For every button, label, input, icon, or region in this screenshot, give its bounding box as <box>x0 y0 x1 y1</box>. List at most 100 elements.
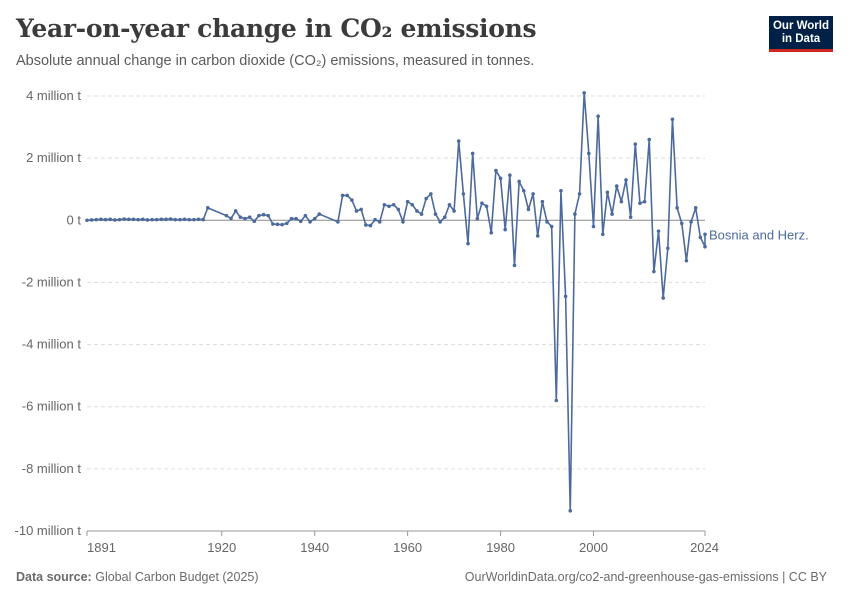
data-point[interactable] <box>350 198 354 202</box>
data-point[interactable] <box>587 151 591 156</box>
data-point[interactable] <box>689 220 693 224</box>
data-point[interactable] <box>503 227 507 232</box>
data-point[interactable] <box>187 217 192 222</box>
data-point[interactable] <box>591 224 596 229</box>
data-point[interactable] <box>164 217 168 222</box>
data-point[interactable] <box>206 206 210 210</box>
data-point[interactable] <box>145 218 150 222</box>
data-point[interactable] <box>447 202 452 207</box>
data-point[interactable] <box>373 217 377 222</box>
data-point[interactable] <box>382 202 387 207</box>
data-point[interactable] <box>113 218 117 222</box>
data-point[interactable] <box>150 217 154 222</box>
data-point[interactable] <box>419 212 424 216</box>
data-point[interactable] <box>317 212 322 216</box>
data-point[interactable] <box>438 220 442 224</box>
data-point[interactable] <box>600 232 605 237</box>
data-point[interactable] <box>154 217 159 222</box>
data-point[interactable] <box>498 176 503 181</box>
data-point[interactable] <box>429 192 433 196</box>
data-point[interactable] <box>540 199 545 204</box>
data-point[interactable] <box>605 190 610 195</box>
data-point[interactable] <box>303 213 308 218</box>
source-value[interactable]: Global Carbon Budget (2025) <box>95 570 259 584</box>
data-point[interactable] <box>531 192 535 196</box>
data-point[interactable] <box>368 223 373 228</box>
data-point[interactable] <box>410 202 415 207</box>
data-point[interactable] <box>526 207 531 212</box>
data-point[interactable] <box>182 217 187 222</box>
data-point[interactable] <box>178 217 182 222</box>
data-point[interactable] <box>452 209 456 213</box>
data-point[interactable] <box>679 221 684 226</box>
data-point[interactable] <box>168 217 173 221</box>
data-point[interactable] <box>108 217 113 222</box>
data-point[interactable] <box>698 235 703 240</box>
data-point[interactable] <box>252 219 257 224</box>
data-point[interactable] <box>122 217 126 221</box>
data-point[interactable] <box>391 202 396 207</box>
data-point[interactable] <box>298 219 303 224</box>
data-point[interactable] <box>94 217 99 222</box>
data-point[interactable] <box>336 220 340 224</box>
data-point[interactable] <box>359 207 363 212</box>
data-point[interactable] <box>466 241 470 246</box>
series-line[interactable] <box>86 92 706 512</box>
data-point[interactable] <box>127 217 131 222</box>
data-point[interactable] <box>670 117 675 122</box>
data-point[interactable] <box>666 246 670 251</box>
data-point[interactable] <box>442 215 447 219</box>
data-point[interactable] <box>405 199 410 204</box>
data-point[interactable] <box>638 201 642 205</box>
data-point[interactable] <box>233 209 238 213</box>
data-point[interactable] <box>619 199 624 204</box>
data-point[interactable] <box>610 212 614 216</box>
series-label[interactable]: Bosnia and Herz. <box>709 227 809 242</box>
data-point[interactable] <box>480 201 484 205</box>
data-point[interactable] <box>377 220 382 224</box>
data-point[interactable] <box>461 192 466 196</box>
data-point[interactable] <box>140 217 145 222</box>
data-point[interactable] <box>275 222 280 227</box>
data-point[interactable] <box>396 207 401 212</box>
data-point[interactable] <box>582 91 586 95</box>
data-point[interactable] <box>642 199 647 204</box>
data-point[interactable] <box>489 230 494 235</box>
data-point[interactable] <box>387 204 391 209</box>
data-point[interactable] <box>633 142 638 146</box>
data-point[interactable] <box>289 216 294 221</box>
data-point[interactable] <box>494 168 498 173</box>
data-point[interactable] <box>675 206 679 210</box>
data-point[interactable] <box>266 213 271 218</box>
data-point[interactable] <box>257 213 261 218</box>
data-point[interactable] <box>521 188 526 193</box>
data-point[interactable] <box>312 216 317 221</box>
data-point[interactable] <box>433 212 438 216</box>
data-point[interactable] <box>628 215 633 219</box>
data-point[interactable] <box>261 212 266 217</box>
owid-logo[interactable]: Our World in Data <box>769 16 833 52</box>
data-point[interactable] <box>703 232 707 237</box>
data-point[interactable] <box>340 193 345 198</box>
data-point[interactable] <box>401 220 405 224</box>
data-point[interactable] <box>238 215 243 219</box>
data-point[interactable] <box>243 216 247 221</box>
data-point[interactable] <box>559 188 563 193</box>
data-point[interactable] <box>131 217 136 222</box>
data-point[interactable] <box>545 220 549 224</box>
data-point[interactable] <box>117 217 122 222</box>
data-point[interactable] <box>271 222 275 226</box>
data-point[interactable] <box>549 224 554 229</box>
data-point[interactable] <box>285 221 289 226</box>
data-point[interactable] <box>684 258 689 263</box>
data-point[interactable] <box>475 216 480 221</box>
data-point[interactable] <box>596 114 600 118</box>
data-point[interactable] <box>103 217 108 222</box>
data-point[interactable] <box>661 296 665 300</box>
data-point[interactable] <box>173 217 178 222</box>
data-point[interactable] <box>354 209 359 213</box>
data-point[interactable] <box>99 217 103 222</box>
data-point[interactable] <box>363 223 368 227</box>
data-point[interactable] <box>693 206 698 210</box>
data-point[interactable] <box>656 229 661 233</box>
